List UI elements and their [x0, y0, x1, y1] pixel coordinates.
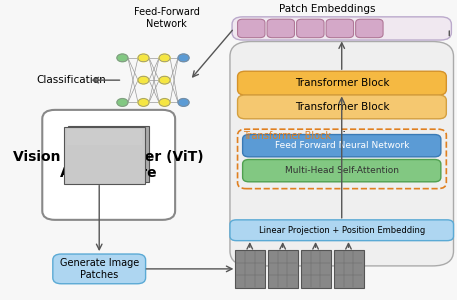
FancyBboxPatch shape: [69, 126, 149, 182]
FancyBboxPatch shape: [238, 95, 446, 119]
Text: Linear Projection + Position Embedding: Linear Projection + Position Embedding: [259, 226, 425, 235]
Text: Generate Image
Patches: Generate Image Patches: [59, 258, 139, 280]
FancyBboxPatch shape: [230, 41, 453, 266]
FancyBboxPatch shape: [64, 127, 145, 184]
Circle shape: [159, 54, 170, 62]
FancyBboxPatch shape: [243, 160, 441, 182]
FancyBboxPatch shape: [356, 19, 383, 38]
Text: Transformer Block: Transformer Block: [295, 102, 389, 112]
FancyBboxPatch shape: [297, 19, 324, 38]
FancyBboxPatch shape: [238, 19, 265, 38]
Text: Classification: Classification: [36, 75, 106, 85]
FancyBboxPatch shape: [75, 126, 149, 142]
Text: Feed-Forward
Network: Feed-Forward Network: [134, 7, 200, 28]
Circle shape: [178, 99, 189, 106]
Text: Feed Forward Neural Network: Feed Forward Neural Network: [275, 141, 409, 150]
FancyBboxPatch shape: [268, 250, 298, 288]
Circle shape: [117, 99, 128, 106]
FancyBboxPatch shape: [235, 250, 265, 288]
Circle shape: [117, 54, 128, 62]
Circle shape: [138, 99, 149, 106]
FancyBboxPatch shape: [334, 250, 364, 288]
Text: Patch Embeddings: Patch Embeddings: [279, 4, 375, 14]
Text: Transformer Block: Transformer Block: [295, 78, 389, 88]
Text: Transformer Block: Transformer Block: [244, 131, 331, 141]
FancyBboxPatch shape: [53, 254, 146, 284]
FancyBboxPatch shape: [71, 127, 146, 143]
FancyBboxPatch shape: [42, 110, 175, 220]
FancyBboxPatch shape: [230, 220, 453, 241]
FancyBboxPatch shape: [326, 19, 354, 38]
FancyBboxPatch shape: [67, 128, 142, 145]
FancyBboxPatch shape: [238, 71, 446, 95]
FancyBboxPatch shape: [72, 125, 152, 182]
Circle shape: [159, 76, 170, 84]
Circle shape: [178, 54, 189, 62]
FancyBboxPatch shape: [232, 17, 452, 40]
Text: Multi-Head Self-Attention: Multi-Head Self-Attention: [285, 166, 399, 175]
Text: Vision Transformer (ViT)
Architecture: Vision Transformer (ViT) Architecture: [13, 150, 204, 180]
Circle shape: [138, 54, 149, 62]
FancyBboxPatch shape: [301, 250, 331, 288]
FancyBboxPatch shape: [267, 19, 294, 38]
FancyBboxPatch shape: [243, 134, 441, 157]
Circle shape: [159, 99, 170, 106]
Text: :: :: [342, 127, 346, 140]
Circle shape: [138, 76, 149, 84]
